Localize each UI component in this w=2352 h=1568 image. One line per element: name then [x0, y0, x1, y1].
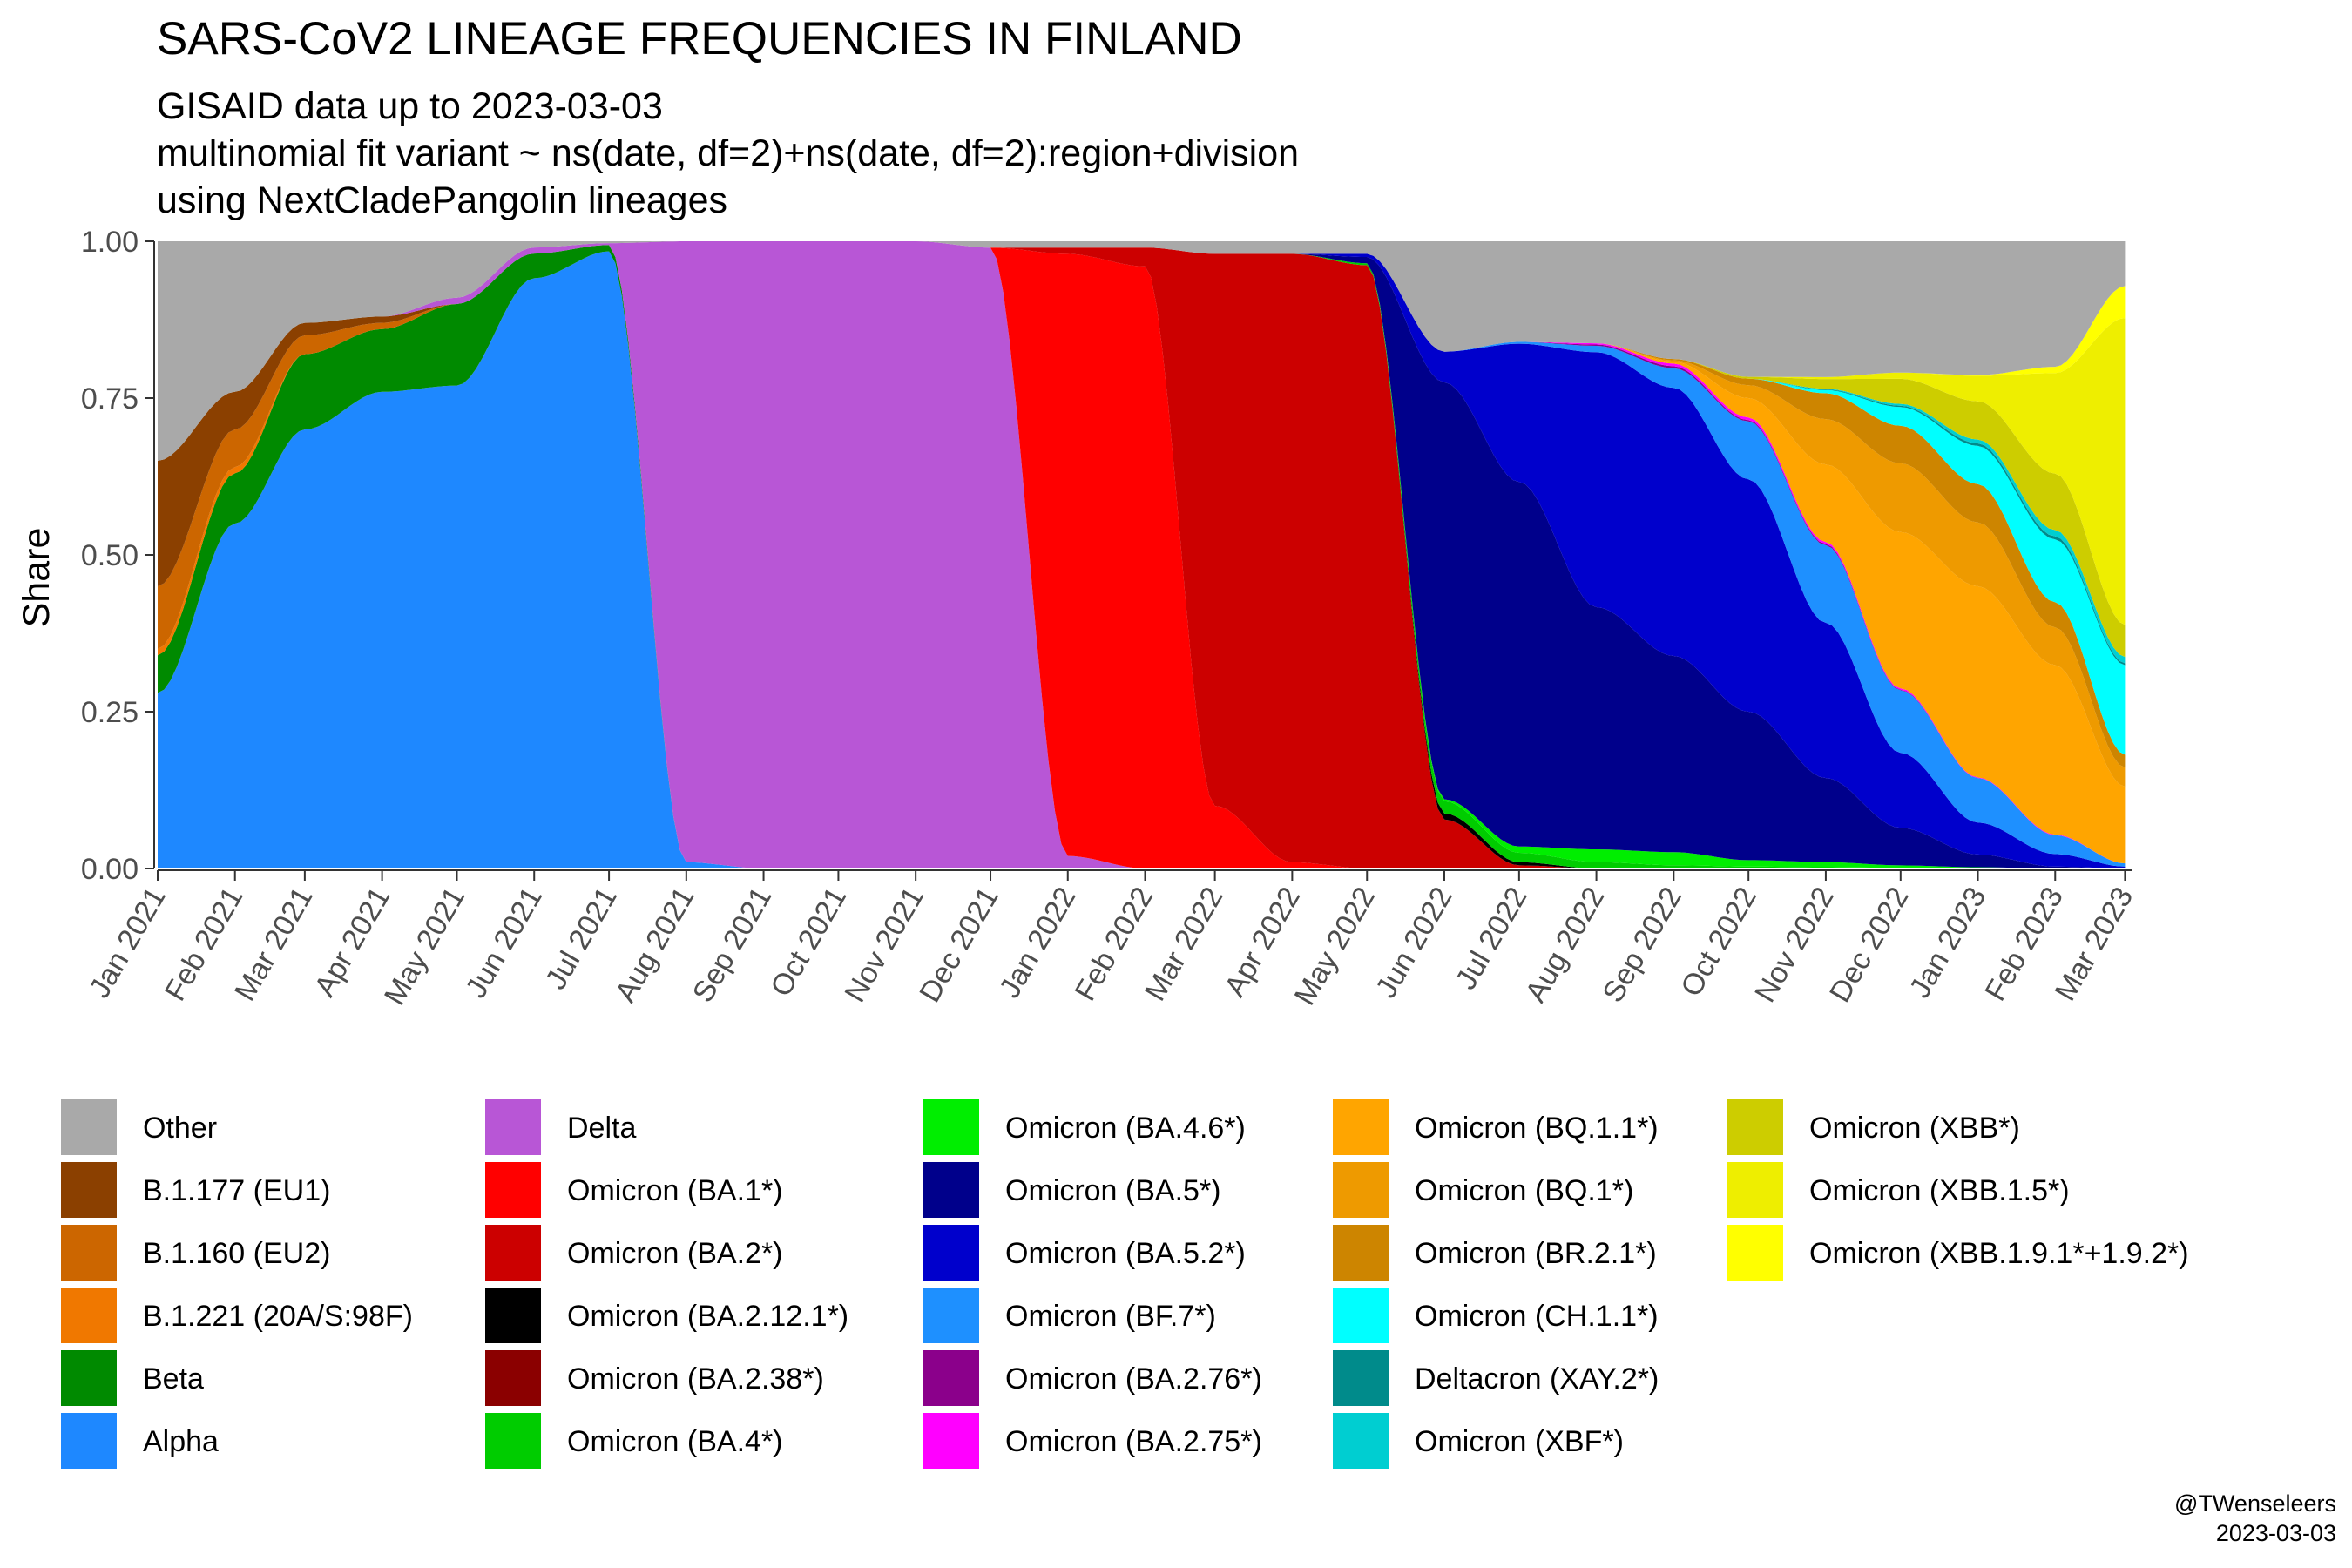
area-omicron-ba-5-2	[158, 241, 2126, 868]
legend-label-omicron-ba-4-6: Omicron (BA.4.6*)	[1005, 1112, 1246, 1145]
legend-key-omicron-bf-7	[923, 1288, 979, 1343]
area-delta	[158, 241, 2126, 868]
legend-key-omicron-ba-2	[485, 1225, 541, 1281]
legend-label-omicron-xbb-1-5: Omicron (XBB.1.5*)	[1809, 1174, 2070, 1207]
legend-label-b-1-221-20a-s-98f: B.1.221 (20A/S:98F)	[143, 1300, 413, 1333]
legend-label-omicron-bq-1-1: Omicron (BQ.1.1*)	[1415, 1112, 1659, 1145]
chart-title: SARS-CoV2 LINEAGE FREQUENCIES IN FINLAND	[157, 13, 1242, 64]
legend-key-omicron-bq-1-1	[1333, 1099, 1389, 1155]
area-other	[158, 241, 2126, 461]
area-omicron-ba-1	[158, 241, 2126, 868]
legend-key-omicron-ba-2-75	[923, 1413, 979, 1469]
legend-key-omicron-bq-1	[1333, 1162, 1389, 1218]
legend-key-omicron-ba-2-76	[923, 1350, 979, 1406]
legend-key-omicron-xbf	[1333, 1413, 1389, 1469]
legend-label-omicron-br-2-1: Omicron (BR.2.1*)	[1415, 1237, 1657, 1270]
caption-author: @TWenseleers	[2174, 1490, 2336, 1517]
x-tick-label: Jul 2022	[1450, 882, 1534, 995]
y-tick-label: 1.00	[81, 226, 139, 259]
legend-label-omicron-ba-1: Omicron (BA.1*)	[567, 1174, 783, 1207]
legend-label-omicron-ba-5: Omicron (BA.5*)	[1005, 1174, 1221, 1207]
legend-label-omicron-bq-1: Omicron (BQ.1*)	[1415, 1174, 1633, 1207]
legend-label-omicron-ba-2-76: Omicron (BA.2.76*)	[1005, 1362, 1262, 1396]
y-tick-label: 0.00	[81, 853, 139, 886]
legend-key-deltacron-xay-2	[1333, 1350, 1389, 1406]
legend-label-omicron-xbb: Omicron (XBB*)	[1809, 1112, 2020, 1145]
legend-key-delta	[485, 1099, 541, 1155]
x-tick-label: Sep 2021	[686, 882, 779, 1008]
x-tick-label: Jan 2021	[83, 882, 172, 1004]
legend-label-delta: Delta	[567, 1112, 636, 1145]
legend-label-omicron-xbb-1-9-1-1-9-2: Omicron (XBB.1.9.1*+1.9.2*)	[1809, 1237, 2189, 1270]
legend-key-other	[61, 1099, 117, 1155]
legend-key-omicron-ba-5	[923, 1162, 979, 1218]
legend-label-omicron-ba-4: Omicron (BA.4*)	[567, 1425, 783, 1458]
legend-label-omicron-xbf: Omicron (XBF*)	[1415, 1425, 1624, 1458]
legend-key-b-1-160-eu2	[61, 1225, 117, 1281]
legend-key-omicron-xbb-1-5	[1727, 1162, 1783, 1218]
legend-label-b-1-177-eu1: B.1.177 (EU1)	[143, 1174, 330, 1207]
legend-key-alpha	[61, 1413, 117, 1469]
legend-label-alpha: Alpha	[143, 1425, 219, 1458]
y-tick-label: 0.25	[81, 696, 139, 729]
x-tick-label: Jun 2021	[459, 882, 549, 1004]
legend-key-omicron-xbb-1-9-1-1-9-2	[1727, 1225, 1783, 1281]
legend-key-b-1-221-20a-s-98f	[61, 1288, 117, 1343]
legend-key-omicron-ba-2-12-1	[485, 1288, 541, 1343]
legend-key-omicron-ba-2-38	[485, 1350, 541, 1406]
y-axis: 0.00 0.25 0.50 0.75 1.00	[81, 226, 155, 886]
legend: Other B.1.177 (EU1) B.1.160 (EU2) B.1.221 (…	[61, 1099, 2189, 1469]
x-tick-label: Oct 2022	[1674, 882, 1763, 1002]
x-tick-label: Oct 2021	[764, 882, 853, 1002]
legend-key-omicron-ba-5-2	[923, 1225, 979, 1281]
legend-label-omicron-bf-7: Omicron (BF.7*)	[1005, 1300, 1216, 1333]
area-alpha	[158, 251, 2126, 868]
legend-label-b-1-160-eu2: B.1.160 (EU2)	[143, 1237, 330, 1270]
chart-subtitle-line-1: GISAID data up to 2023-03-03	[157, 85, 663, 127]
area-omicron-ba-5	[158, 241, 2126, 868]
legend-label-deltacron-xay-2: Deltacron (XAY.2*)	[1415, 1362, 1659, 1396]
legend-label-omicron-ba-2: Omicron (BA.2*)	[567, 1237, 783, 1270]
legend-label-omicron-ba-2-38: Omicron (BA.2.38*)	[567, 1362, 824, 1396]
x-tick-label: Jun 2022	[1369, 882, 1459, 1004]
legend-key-omicron-xbb	[1727, 1099, 1783, 1155]
x-tick-label: Sep 2022	[1597, 882, 1689, 1008]
legend-label-omicron-ba-5-2: Omicron (BA.5.2*)	[1005, 1237, 1246, 1270]
x-tick-label: Jan 2022	[993, 882, 1083, 1004]
chart-subtitle-line-2: multinomial fit variant ~ ns(date, df=2)…	[157, 132, 1299, 174]
legend-label-omicron-ba-2-12-1: Omicron (BA.2.12.1*)	[567, 1300, 848, 1333]
stacked-area-series	[158, 241, 2126, 868]
chart-subtitle-line-3: using NextCladePangolin lineages	[157, 179, 727, 221]
legend-key-omicron-ba-4-6	[923, 1099, 979, 1155]
x-tick-label: Jul 2021	[539, 882, 624, 995]
x-tick-label: Jan 2023	[1903, 882, 1993, 1004]
legend-key-omicron-ba-1	[485, 1162, 541, 1218]
legend-key-beta	[61, 1350, 117, 1406]
caption-date: 2023-03-03	[2216, 1520, 2336, 1546]
legend-label-beta: Beta	[143, 1362, 204, 1396]
y-tick-label: 0.50	[81, 539, 139, 572]
legend-key-omicron-br-2-1	[1333, 1225, 1389, 1281]
y-axis-title: Share	[16, 528, 57, 628]
legend-label-omicron-ba-2-75: Omicron (BA.2.75*)	[1005, 1425, 1262, 1458]
y-tick-label: 0.75	[81, 382, 139, 416]
legend-key-omicron-ba-4	[485, 1413, 541, 1469]
legend-label-omicron-ch-1-1: Omicron (CH.1.1*)	[1415, 1300, 1659, 1333]
legend-label-other: Other	[143, 1112, 217, 1145]
legend-key-b-1-177-eu1	[61, 1162, 117, 1218]
legend-key-omicron-ch-1-1	[1333, 1288, 1389, 1343]
